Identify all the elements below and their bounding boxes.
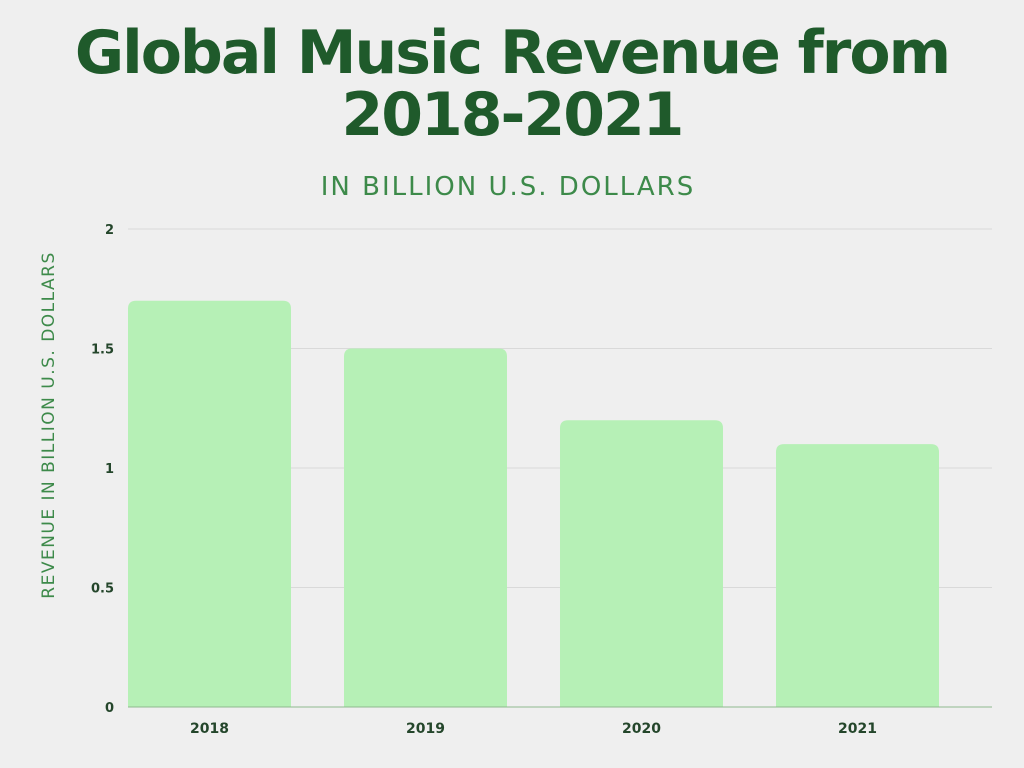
y-tick-label: 1	[105, 462, 114, 477]
y-axis-label: REVENUE IN BILLION U.S. DOLLARS	[39, 251, 59, 598]
bar-2019	[344, 348, 507, 707]
x-tick-label: 2018	[190, 721, 229, 737]
chart-subtitle: IN BILLION U.S. DOLLARS	[320, 172, 696, 202]
bar-2021	[776, 444, 939, 707]
axes: 0 0.5 1 1.5 2 2018 2019 2020 2021	[91, 223, 992, 737]
title-line-2: 2018-2021	[341, 80, 685, 150]
x-tick-label: 2021	[838, 721, 877, 737]
bar-2020	[560, 420, 723, 707]
y-tick-label: 1.5	[91, 343, 114, 358]
x-tick-label: 2020	[622, 721, 661, 737]
y-tick-label: 0.5	[91, 582, 114, 597]
bar-2018	[128, 300, 291, 707]
chart-title: Global Music Revenue from 2018-2021	[0, 22, 1024, 146]
y-tick-label: 0	[105, 701, 114, 716]
y-tick-label: 2	[105, 223, 114, 238]
bars	[128, 300, 939, 707]
x-tick-label: 2019	[406, 721, 445, 737]
title-line-1: Global Music Revenue from	[74, 18, 951, 88]
